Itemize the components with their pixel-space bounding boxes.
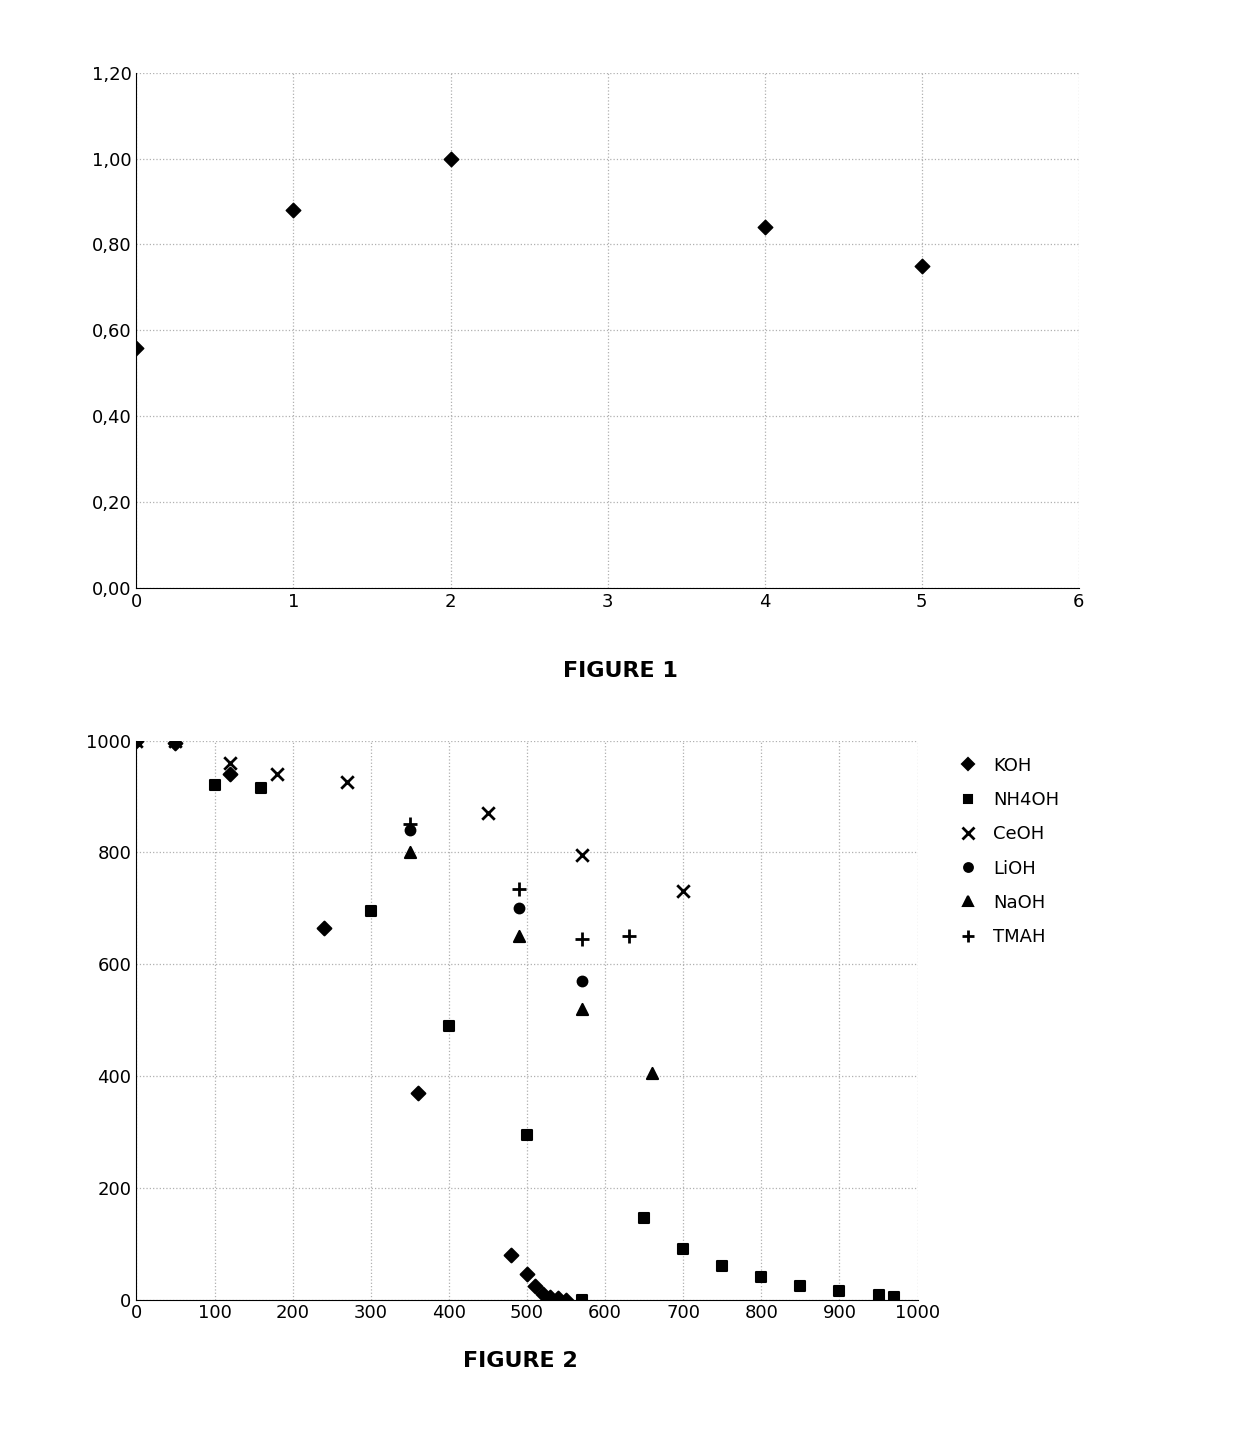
TMAH [619, 925, 639, 948]
NH4OH [517, 1122, 537, 1146]
LiOH [572, 970, 591, 993]
NH4OH [830, 1279, 849, 1302]
Point [284, 199, 304, 222]
Text: FIGURE 2: FIGURE 2 [464, 1350, 578, 1371]
TMAH [399, 813, 419, 836]
CeOH [673, 880, 693, 903]
CeOH [337, 771, 357, 794]
NH4OH [252, 777, 272, 800]
KOH [221, 762, 241, 786]
KOH [557, 1288, 577, 1311]
KOH [166, 732, 186, 755]
KOH [501, 1243, 521, 1266]
CeOH [221, 751, 241, 774]
KOH [533, 1282, 553, 1305]
NH4OH [205, 774, 224, 797]
CeOH [166, 729, 186, 752]
KOH [541, 1285, 560, 1308]
NH4OH [572, 1288, 591, 1311]
Point [440, 147, 460, 170]
TMAH [572, 928, 591, 951]
CeOH [479, 802, 498, 825]
KOH [408, 1082, 428, 1105]
Legend: KOH, NH4OH, CeOH, LiOH, NaOH, TMAH: KOH, NH4OH, CeOH, LiOH, NaOH, TMAH [942, 749, 1066, 954]
Point [911, 254, 931, 277]
NH4OH [751, 1266, 771, 1289]
CeOH [572, 844, 591, 867]
NH4OH [126, 729, 146, 752]
NH4OH [868, 1284, 888, 1307]
NH4OH [635, 1207, 655, 1230]
KOH [548, 1286, 568, 1310]
TMAH [510, 877, 529, 900]
NH4OH [884, 1285, 904, 1308]
NaOH [399, 841, 419, 864]
NH4OH [791, 1273, 811, 1297]
NH4OH [673, 1237, 693, 1260]
Text: FIGURE 1: FIGURE 1 [563, 661, 677, 681]
Point [755, 215, 775, 238]
LiOH [510, 896, 529, 921]
KOH [517, 1263, 537, 1286]
CeOH [126, 729, 146, 752]
NH4OH [361, 899, 381, 922]
NaOH [510, 925, 529, 948]
NaOH [572, 998, 591, 1021]
KOH [126, 729, 146, 752]
LiOH [399, 819, 419, 842]
KOH [314, 916, 334, 939]
NH4OH [712, 1255, 732, 1278]
NH4OH [439, 1013, 459, 1037]
NaOH [642, 1061, 662, 1085]
CeOH [267, 762, 286, 786]
KOH [525, 1273, 544, 1297]
Point [126, 335, 146, 359]
